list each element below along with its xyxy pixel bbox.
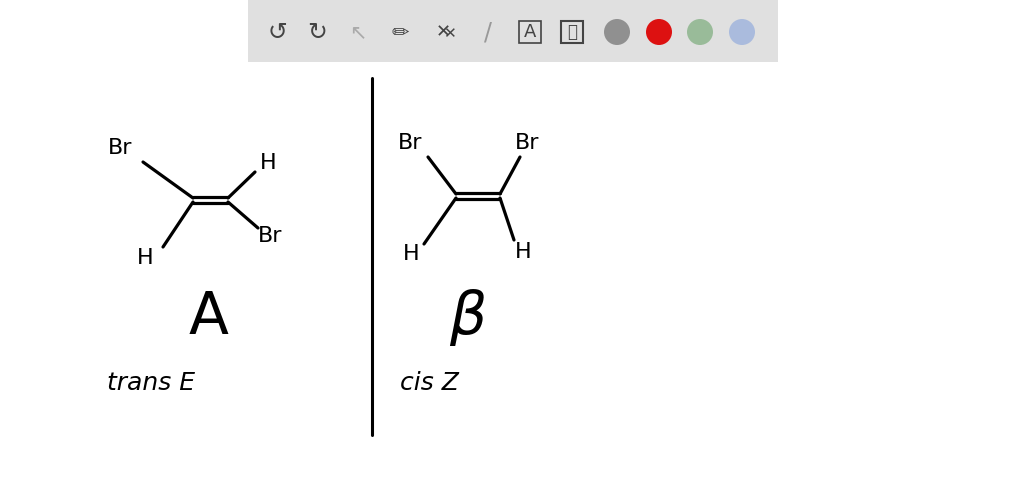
Text: A: A — [188, 289, 228, 345]
Text: H: H — [515, 242, 531, 262]
Text: /: / — [484, 20, 492, 44]
Text: Br: Br — [258, 226, 283, 246]
Text: H: H — [402, 244, 419, 264]
Text: β: β — [450, 289, 486, 345]
Bar — [561, 21, 583, 43]
Text: A: A — [524, 23, 537, 41]
Text: ↖: ↖ — [349, 22, 367, 42]
Text: H: H — [260, 153, 276, 173]
Circle shape — [687, 19, 713, 45]
Text: ✏: ✏ — [391, 22, 409, 42]
Text: ✕: ✕ — [435, 23, 451, 41]
Text: ✕: ✕ — [442, 26, 456, 42]
Circle shape — [729, 19, 755, 45]
Bar — [519, 21, 541, 43]
Text: trans E: trans E — [106, 371, 195, 395]
Text: ↺: ↺ — [267, 20, 287, 44]
Text: cis Z: cis Z — [400, 371, 459, 395]
Bar — [248, 0, 778, 62]
Text: ⛰: ⛰ — [567, 23, 577, 41]
Circle shape — [604, 19, 630, 45]
Text: Br: Br — [108, 138, 132, 158]
Text: H: H — [136, 248, 154, 268]
Text: Br: Br — [397, 133, 422, 153]
Text: Br: Br — [515, 133, 540, 153]
Text: ↻: ↻ — [307, 20, 327, 44]
Circle shape — [646, 19, 672, 45]
